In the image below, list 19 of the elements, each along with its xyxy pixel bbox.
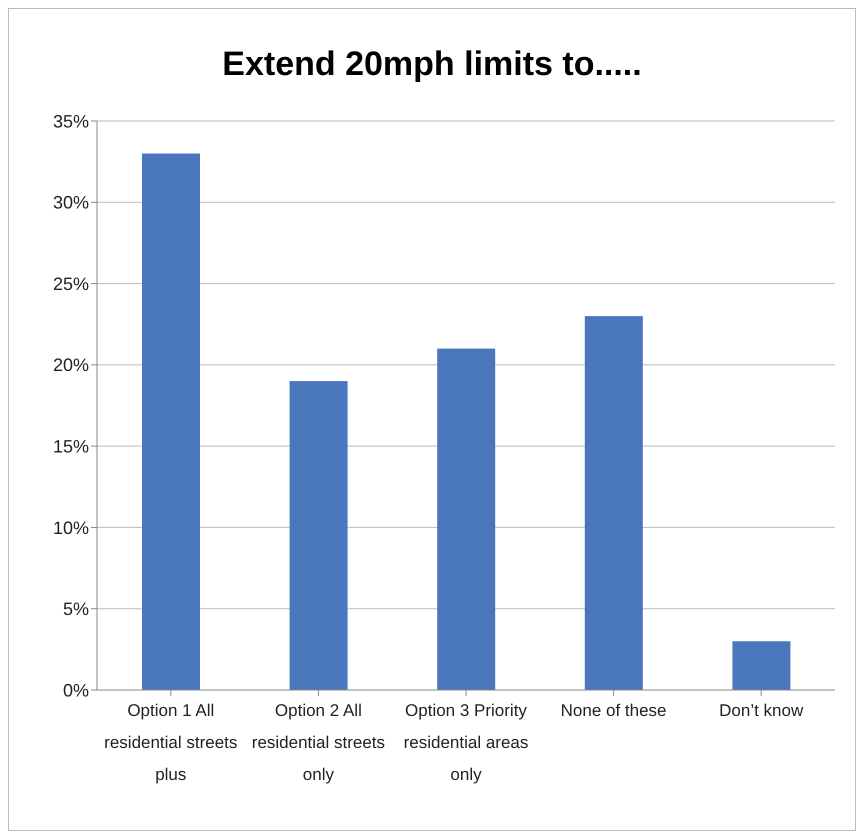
y-tick-label: 10% [52, 518, 89, 538]
x-tick-label: Option 2 All residential streets only [252, 701, 386, 784]
bar [732, 641, 790, 690]
y-tick-label: 5% [62, 599, 89, 620]
y-tick-label: 35% [52, 111, 89, 132]
bar [584, 316, 643, 690]
y-tick-label: 0% [62, 680, 89, 700]
x-tick-label: Option 1 All residential streets plus [104, 701, 238, 784]
y-tick-label: 25% [52, 274, 89, 294]
bar [437, 348, 496, 690]
y-tick-label: 15% [52, 436, 89, 457]
y-tick-label: 30% [52, 192, 89, 213]
chart-title: Extend 20mph limits to..... [221, 45, 643, 85]
y-tick-label: 20% [52, 355, 89, 376]
x-tick-label: Don’t know [719, 701, 804, 720]
x-tick-label: Option 3 Priority residential areas only [404, 701, 528, 784]
bar [142, 154, 200, 690]
bar [290, 381, 348, 690]
x-tick-label: None of these [560, 701, 667, 720]
